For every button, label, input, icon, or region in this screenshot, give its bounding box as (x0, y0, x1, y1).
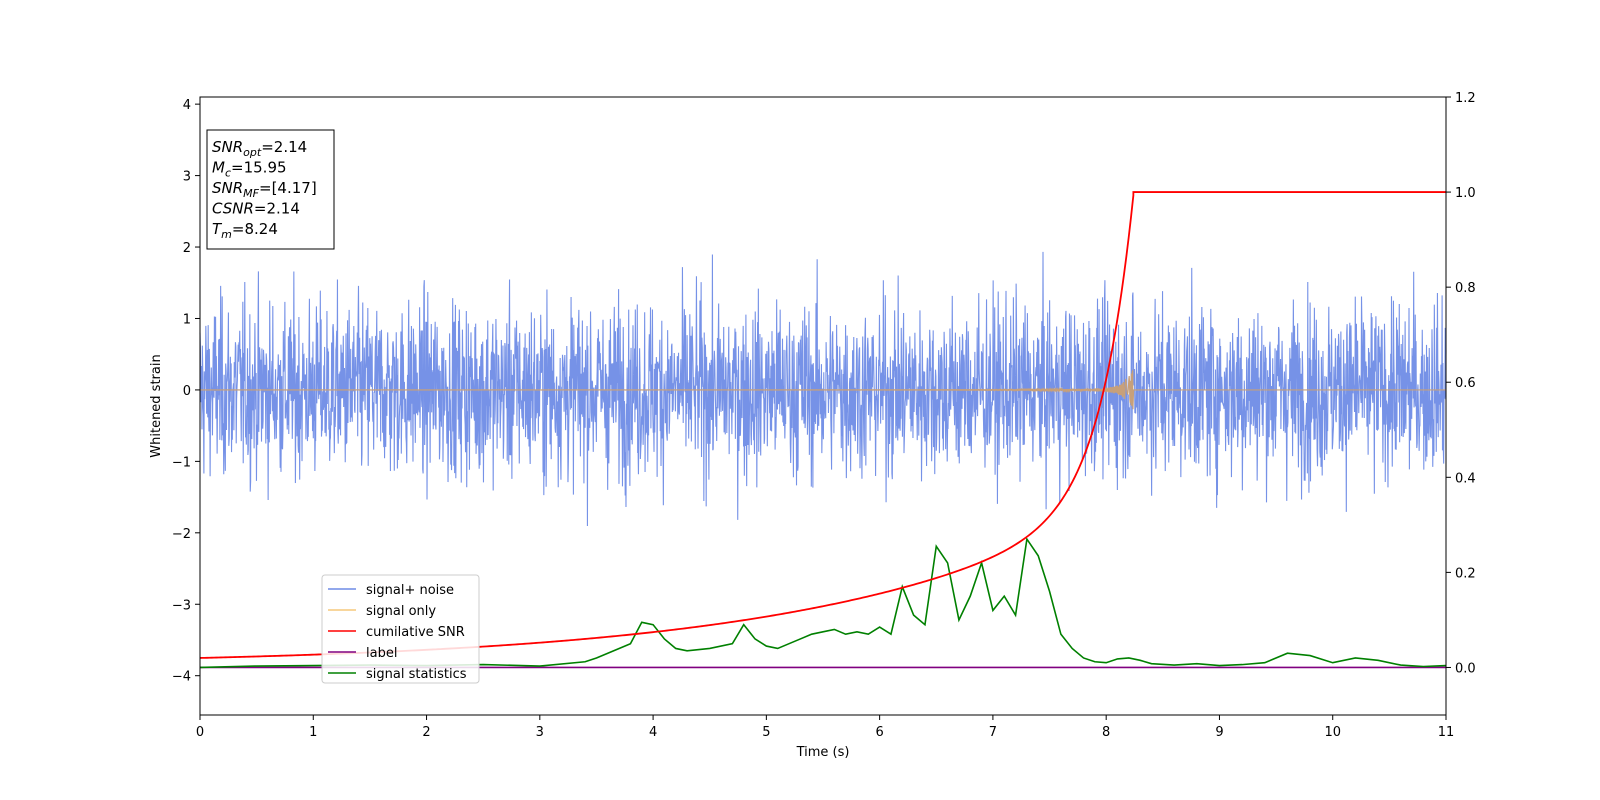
y-tick-label-left: 4 (183, 98, 191, 113)
x-tick-label: 1 (309, 725, 317, 740)
info-box-line: CSNR=2.14 (212, 200, 300, 218)
legend-label: label (366, 646, 397, 661)
y-tick-label-right: 0.8 (1455, 281, 1476, 296)
y-tick-label-right: 1.0 (1455, 186, 1476, 201)
info-box-line: Mc=15.95 (212, 159, 287, 180)
legend-label: signal statistics (366, 667, 467, 682)
y-tick-label-left: 2 (183, 241, 191, 256)
y-tick-label-right: 0.6 (1455, 376, 1476, 391)
info-box-line: SNRMF=[4.17] (212, 179, 317, 200)
x-tick-label: 6 (875, 725, 883, 740)
x-tick-label: 8 (1102, 725, 1110, 740)
x-tick-label: 0 (196, 725, 204, 740)
info-box: SNRopt=2.14Mc=15.95SNRMF=[4.17]CSNR=2.14… (206, 129, 335, 250)
plot-frame (199, 96, 1447, 716)
x-tick-label: 4 (649, 725, 657, 740)
x-tick-label: 5 (762, 725, 770, 740)
legend-label: signal only (366, 604, 436, 619)
y-tick-label-left: −2 (172, 527, 191, 542)
y-tick-label-left: −4 (172, 670, 191, 685)
info-box-frame (206, 129, 335, 250)
legend: signal+ noise signal only cumilative SNR la… (321, 574, 480, 684)
y-tick-label-right: 0.4 (1455, 471, 1476, 486)
info-box-line: Tm=8.24 (212, 220, 278, 241)
series-signal-noise (199, 251, 1447, 526)
x-tick-label: 9 (1215, 725, 1223, 740)
legend-frame (321, 574, 480, 684)
y-tick-label-left: −1 (172, 455, 191, 470)
x-tick-label: 10 (1324, 725, 1341, 740)
x-axis-label: Time (s) (796, 745, 850, 760)
y-axis-label: Whitened strain (149, 354, 164, 457)
legend-label: cumilative SNR (366, 625, 465, 640)
y-tick-label-right: 1.2 (1455, 91, 1476, 106)
x-tick-label: 3 (536, 725, 544, 740)
y-tick-label-left: 0 (183, 384, 191, 399)
x-tick-label: 7 (989, 725, 997, 740)
axes: 0 1 2 3 4 5 6 7 8 9 10 1143210−1−2−3−41.21.00.80.60… (172, 91, 1476, 740)
x-tick-label: 11 (1438, 725, 1455, 740)
y-tick-label-right: 0.2 (1455, 566, 1476, 581)
y-tick-label-left: 3 (183, 170, 191, 185)
y-tick-label-left: 1 (183, 312, 191, 327)
series-signal-statistics (199, 536, 1447, 669)
x-tick-label: 2 (422, 725, 430, 740)
y-tick-label-right: 0.0 (1455, 661, 1476, 676)
legend-label: signal+ noise (366, 583, 454, 598)
series-signal-only (199, 369, 1446, 410)
y-tick-label-left: −3 (172, 598, 191, 613)
info-box-line: SNRopt=2.14 (212, 138, 307, 159)
